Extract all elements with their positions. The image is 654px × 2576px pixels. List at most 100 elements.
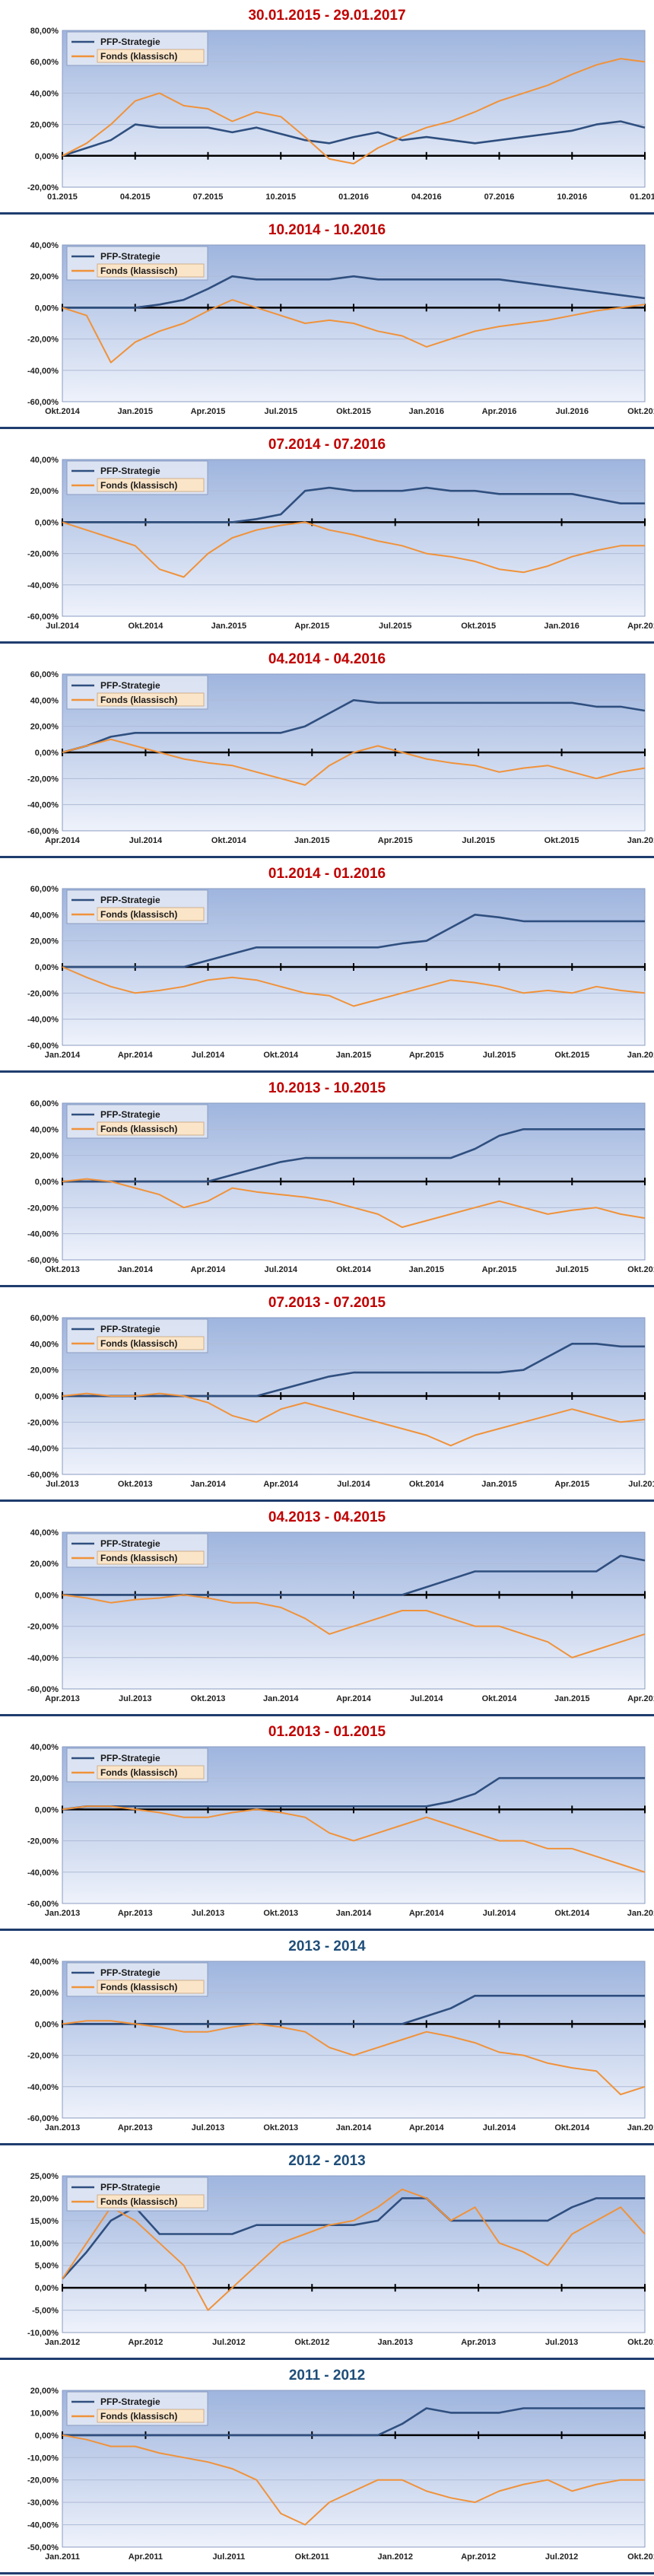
legend-label: Fonds (klassisch) — [100, 266, 177, 276]
series-line-strategy — [62, 1343, 645, 1398]
x-tick-label: Jan.2016 — [409, 407, 444, 416]
chart-svg: 01.2014 - 01.2016 60,00% 40,00% 20,00% 0,00%… — [27, 866, 654, 1060]
legend-label: Fonds (klassisch) — [100, 1338, 177, 1349]
x-tick-label: Jul.2013 — [545, 2338, 578, 2347]
y-tick-label: 40,00% — [30, 1125, 59, 1134]
series-line-fund — [62, 738, 646, 786]
x-tick-label: Okt.2015 — [544, 836, 579, 845]
chart-svg: 2012 - 2013 25,00% 20,00% 15,00% 10,00% 5,00%… — [27, 2153, 654, 2347]
chart-svg: 07.2014 - 07.2016 40,00% 20,00% 0,00% -20,00… — [27, 437, 654, 631]
y-tick-label: 0,00% — [35, 2431, 59, 2441]
x-tick-label: Jan.2015 — [481, 1480, 516, 1489]
y-tick-label: 20,00% — [30, 1774, 59, 1783]
series-line-strategy — [62, 275, 646, 309]
legend-label: Fonds (klassisch) — [100, 1982, 177, 1992]
y-tick-label: -40,00% — [27, 2083, 59, 2092]
x-tick-label: Jan.2014 — [118, 1265, 154, 1274]
x-tick-label: Apr.2015 — [191, 407, 226, 416]
panel-separator — [0, 2358, 654, 2360]
x-tick-label: Apr.2014 — [409, 1909, 445, 1918]
series-line-fund — [62, 1594, 646, 1658]
y-tick-label: -60,00% — [27, 398, 59, 407]
y-tick-label: 20,00% — [30, 121, 59, 130]
x-tick-label: Jan.2014 — [336, 1909, 372, 1918]
chart-svg: 2011 - 2012 20,00% 10,00% 0,00% -10,00% -20,0… — [27, 2368, 654, 2562]
legend-label: Fonds (klassisch) — [100, 51, 177, 62]
y-tick-label: -40,00% — [27, 1654, 59, 1663]
y-tick-label: -20,00% — [27, 550, 59, 559]
x-tick-label: Jan.2014 — [45, 1051, 81, 1060]
x-tick-label: 01.2016 — [338, 192, 369, 202]
y-tick-label: -20,00% — [27, 336, 59, 345]
y-tick-label: -20,00% — [27, 2476, 59, 2485]
y-tick-label: -5,00% — [32, 2307, 59, 2316]
y-tick-label: 80,00% — [30, 27, 59, 36]
y-tick-label: -60,00% — [27, 1471, 59, 1480]
panel-separator — [0, 856, 654, 858]
x-tick-label: Apr.2013 — [118, 1909, 153, 1918]
chart-panel: 10.2014 - 10.2016 40,00% 20,00% 0,00% -20,00… — [0, 215, 654, 429]
legend-label: PFP-Strategie — [100, 37, 160, 47]
x-tick-label: Okt.2014 — [211, 836, 247, 845]
legend-label: PFP-Strategie — [100, 2182, 160, 2193]
chart-title: 04.2014 - 04.2016 — [268, 651, 386, 667]
y-tick-label: -40,00% — [27, 1230, 59, 1239]
x-tick-label: Apr.2016 — [627, 622, 654, 631]
y-tick-label: 40,00% — [30, 1528, 59, 1538]
x-tick-label: Okt.2015 — [461, 622, 496, 631]
x-tick-label: Apr.2015 — [378, 836, 413, 845]
y-tick-label: -60,00% — [27, 1685, 59, 1694]
legend-label: PFP-Strategie — [100, 2396, 160, 2407]
chart-panel: 2013 - 2014 40,00% 20,00% 0,00% -20,00% -40,0… — [0, 1931, 654, 2145]
x-tick-label: 10.2015 — [265, 192, 296, 202]
chart-panel: 04.2014 - 04.2016 60,00% 40,00% 20,00% 0,00%… — [0, 644, 654, 858]
y-tick-label: -20,00% — [27, 1837, 59, 1846]
chart-svg: 10.2014 - 10.2016 40,00% 20,00% 0,00% -20,00… — [27, 222, 654, 416]
x-tick-label: Jan.2015 — [409, 1265, 444, 1274]
x-tick-label: Okt.2014 — [128, 622, 164, 631]
x-tick-label: Apr.2014 — [118, 1051, 154, 1060]
legend-label: Fonds (klassisch) — [100, 1767, 177, 1778]
y-tick-label: -60,00% — [27, 1256, 59, 1265]
x-tick-label: Apr.2016 — [482, 407, 517, 416]
legend-highlight — [97, 1980, 205, 1994]
x-tick-label: Jul.2011 — [212, 2552, 245, 2562]
x-tick-label: Apr.2013 — [461, 2338, 496, 2347]
x-tick-label: Jul.2014 — [337, 1480, 370, 1489]
chart-title: 04.2013 - 04.2015 — [268, 1509, 386, 1525]
x-tick-label: Okt.2014 — [554, 2123, 590, 2132]
x-tick-label: Okt.2012 — [627, 2552, 654, 2562]
x-tick-label: Jul.2013 — [192, 2123, 224, 2132]
legend-highlight — [97, 478, 205, 492]
x-tick-label: Jan.2015 — [627, 1909, 654, 1918]
y-tick-label: -20,00% — [27, 1418, 59, 1427]
series-line-strategy — [62, 2407, 645, 2437]
y-tick-label: -20,00% — [27, 989, 59, 998]
panel-separator — [0, 1499, 654, 1502]
chart-panel: 2012 - 2013 25,00% 20,00% 15,00% 10,00% 5,00%… — [0, 2145, 654, 2360]
y-tick-label: -20,00% — [27, 1204, 59, 1213]
y-tick-label: -20,00% — [27, 183, 59, 192]
y-tick-label: 60,00% — [30, 1314, 59, 1323]
chart-title: 01.2014 - 01.2016 — [268, 866, 386, 882]
x-tick-label: Okt.2014 — [554, 1909, 590, 1918]
y-tick-label: -60,00% — [27, 827, 59, 836]
x-tick-label: Apr.2011 — [129, 2552, 163, 2562]
x-tick-label: Jul.2015 — [265, 407, 297, 416]
legend-label: PFP-Strategie — [100, 1967, 160, 1978]
y-tick-label: 0,00% — [35, 1591, 59, 1600]
chart-title: 10.2013 - 10.2015 — [268, 1080, 386, 1096]
x-tick-label: Jan.2014 — [263, 1694, 299, 1703]
series-line-fund — [62, 2020, 646, 2096]
x-tick-label: Jan.2016 — [544, 622, 579, 631]
y-tick-label: 0,00% — [35, 1805, 59, 1814]
y-tick-label: -60,00% — [27, 2114, 59, 2123]
y-tick-label: 10,00% — [30, 2239, 59, 2248]
chart-panel: 01.2014 - 01.2016 60,00% 40,00% 20,00% 0,00%… — [0, 858, 654, 1073]
y-tick-label: 40,00% — [30, 456, 59, 465]
x-tick-label: Jan.2012 — [377, 2552, 412, 2562]
x-tick-label: Jan.2013 — [377, 2338, 412, 2347]
x-tick-label: Okt.2013 — [118, 1480, 153, 1489]
y-tick-label: -40,00% — [27, 581, 59, 590]
chart-svg: 04.2014 - 04.2016 60,00% 40,00% 20,00% 0,00%… — [27, 651, 654, 845]
